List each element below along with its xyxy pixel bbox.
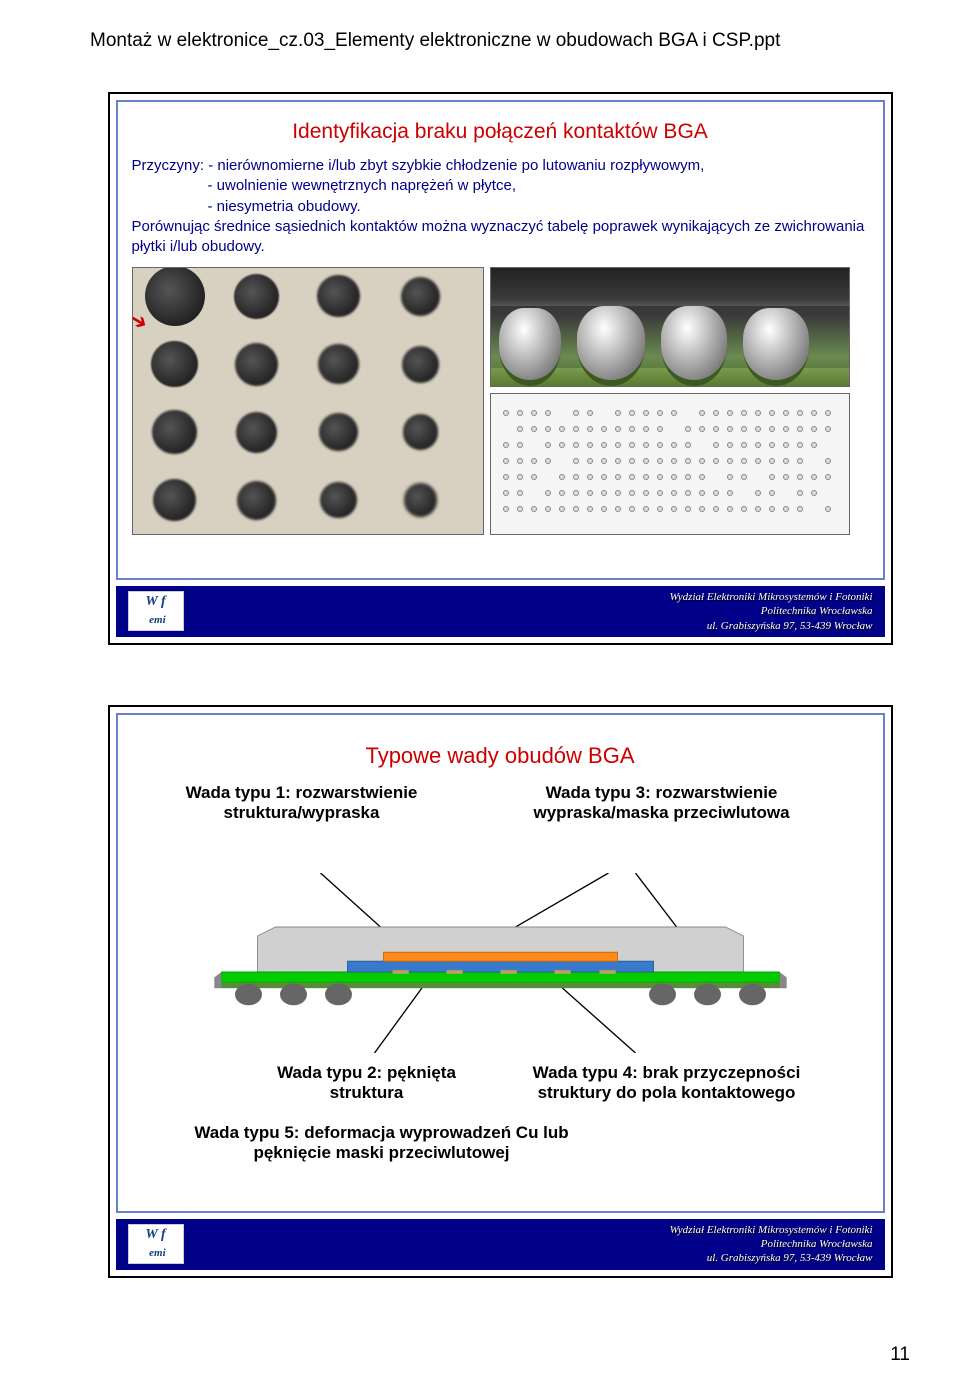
emi-logo: W femi <box>128 1224 184 1264</box>
emi-logo: W femi <box>128 591 184 631</box>
slide-2: Typowe wady obudów BGA Wada typu 1: rozw… <box>108 705 893 1278</box>
footer-line1: Wydział Elektroniki Mikrosystemów i Foto… <box>670 590 873 604</box>
page-number: 11 <box>890 1344 910 1366</box>
slide2-title: Typowe wady obudów BGA <box>132 743 869 769</box>
bga-footprint-image <box>490 393 850 535</box>
defect-5-label: Wada typu 5: deformacja wyprowadzeń Cu l… <box>172 1123 592 1164</box>
slide1-body: Przyczyny: - nierównomierne i/lub zbyt s… <box>132 156 869 257</box>
defect-1-label: Wada typu 1: rozwarstwienie struktura/wy… <box>172 783 432 824</box>
xray-dots-image: ➔ <box>132 267 484 535</box>
cause-1: - nierównomierne i/lub zbyt szybkie chło… <box>208 157 704 174</box>
slide1-title: Identyfikacja braku połączeń kontaktów B… <box>132 120 869 144</box>
slide1-footer: W femi Wydział Elektroniki Mikrosystemów… <box>116 586 885 637</box>
causes-label: Przyczyny: <box>132 157 205 174</box>
slide1-note: Porównując średnice sąsiednich kontaktów… <box>132 218 865 255</box>
slide-1: Identyfikacja braku połączeń kontaktów B… <box>108 92 893 645</box>
document-header-path: Montaż w elektronice_cz.03_Elementy elek… <box>90 30 910 52</box>
slide2-footer: W femi Wydział Elektroniki Mikrosystemów… <box>116 1219 885 1270</box>
defect-2-label: Wada typu 2: pęknięta struktura <box>252 1063 482 1104</box>
defect-4-label: Wada typu 4: brak przyczepności struktur… <box>512 1063 822 1104</box>
defect-3-label: Wada typu 3: rozwarstwienie wypraska/mas… <box>512 783 812 824</box>
footer-line1: Wydział Elektroniki Mikrosystemów i Foto… <box>670 1223 873 1237</box>
solder-cross-section-image <box>490 267 850 387</box>
cause-3: - niesymetria obudowy. <box>208 197 361 217</box>
cause-2: - uwolnienie wewnętrznych naprężeń w pły… <box>208 176 517 196</box>
footer-line2: Politechnika Wrocławska <box>670 1237 873 1251</box>
footer-line3: ul. Grabiszyńska 97, 53-439 Wrocław <box>670 619 873 633</box>
footer-line2: Politechnika Wrocławska <box>670 604 873 618</box>
bga-defect-diagram <box>132 873 869 1053</box>
footer-line3: ul. Grabiszyńska 97, 53-439 Wrocław <box>670 1251 873 1265</box>
